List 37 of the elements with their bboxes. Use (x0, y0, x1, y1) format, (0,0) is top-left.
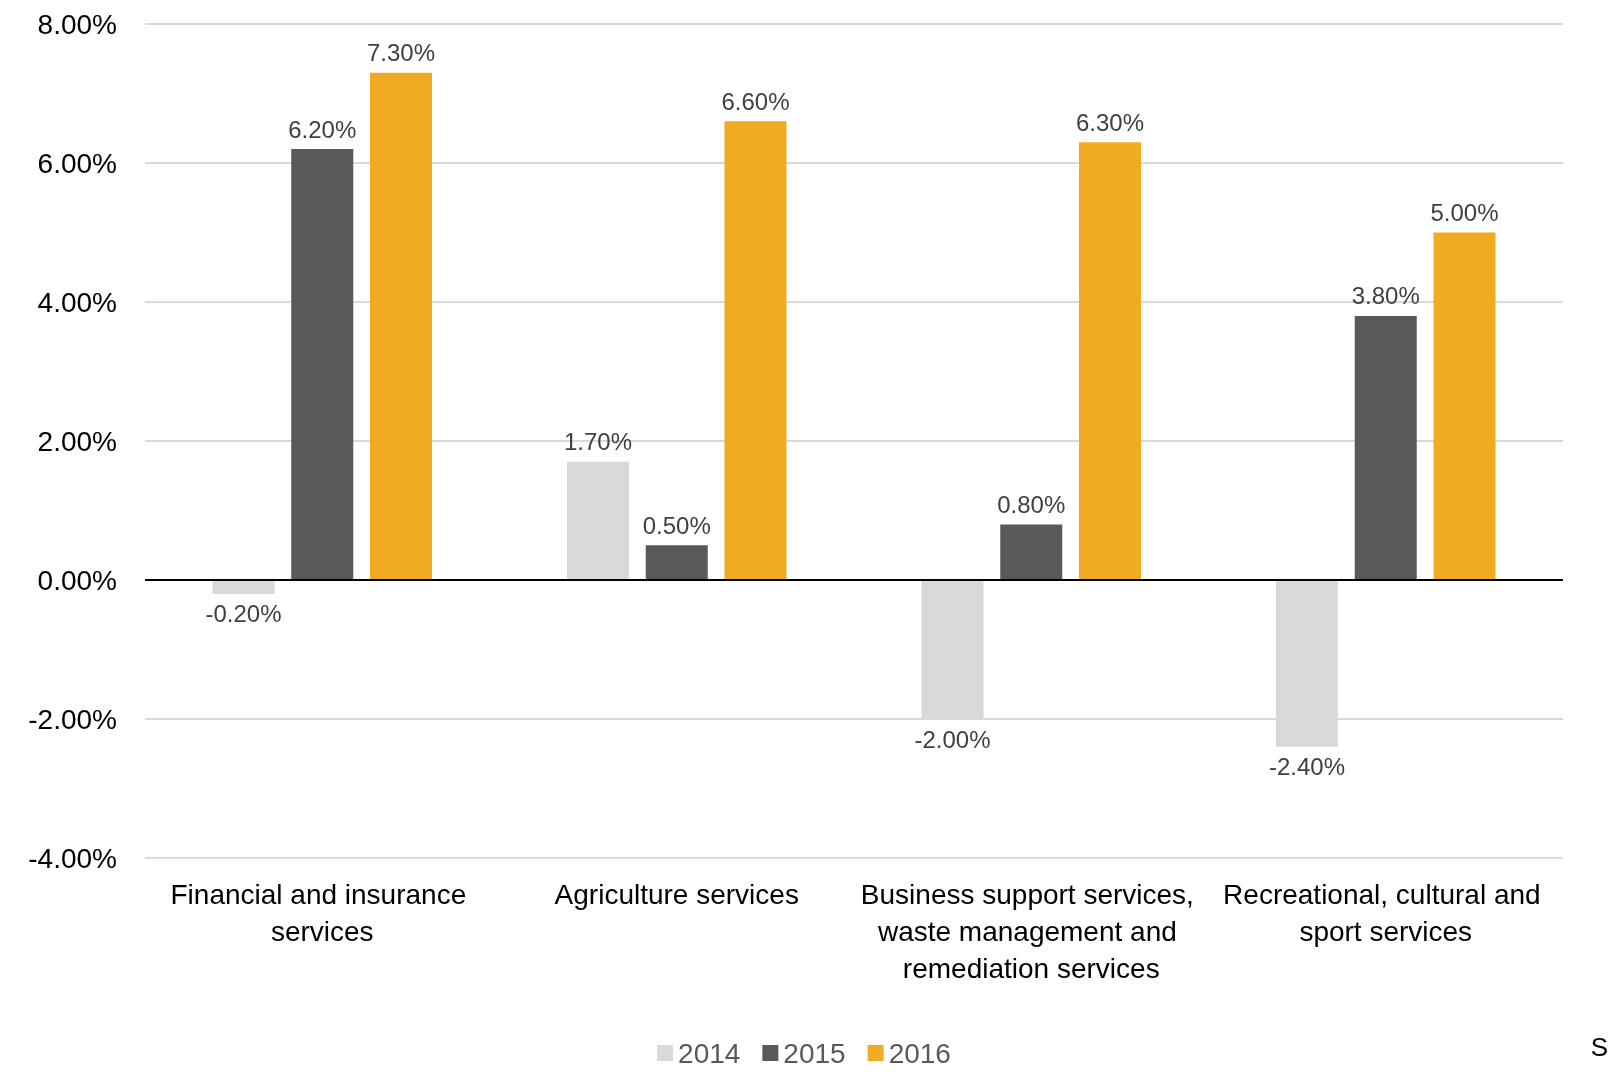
data-label: 0.50% (642, 511, 711, 539)
bar (567, 461, 630, 580)
legend-label: 2015 (783, 1037, 846, 1069)
y-tick-label: 0.00% (37, 564, 117, 596)
data-label: 6.20% (288, 115, 357, 143)
legend-label: 2014 (678, 1037, 741, 1069)
data-label: -2.00% (914, 725, 991, 753)
y-tick-label: -4.00% (28, 842, 117, 874)
bar (645, 545, 708, 580)
y-tick-label: 6.00% (37, 147, 117, 179)
data-label: 6.30% (1075, 108, 1145, 136)
x-tick-label: Agriculture services (554, 879, 799, 910)
x-tick-label: Financial and insurance services (170, 879, 475, 947)
y-tick-label: 2.00% (37, 425, 117, 457)
legend-label: 2016 (888, 1037, 951, 1069)
data-label: -2.40% (1268, 753, 1346, 781)
text: S (1590, 1032, 1608, 1062)
data-label: 0.80% (997, 490, 1066, 518)
data-label: 6.60% (721, 87, 790, 115)
data-label: -0.20% (205, 600, 282, 628)
y-tick-label: -2.00% (28, 703, 117, 735)
bar (1078, 142, 1141, 580)
y-tick-label: 8.00% (37, 8, 117, 40)
data-label: 1.70% (563, 428, 633, 456)
x-tick-label: Business support services, waste management and remediation services (860, 879, 1202, 984)
bar (369, 72, 432, 580)
data-label: 5.00% (1430, 199, 1499, 226)
y-tick-label: 4.00% (37, 286, 117, 318)
bar (291, 149, 354, 580)
bar (724, 121, 787, 580)
bar (1433, 232, 1496, 580)
data-label: 7.30% (366, 39, 436, 67)
bar (1000, 524, 1063, 580)
bar (1354, 315, 1417, 580)
bar (212, 580, 275, 594)
x-tick-label: Recreational, cultural and sport services (1223, 879, 1549, 947)
data-label: 3.80% (1351, 282, 1420, 310)
